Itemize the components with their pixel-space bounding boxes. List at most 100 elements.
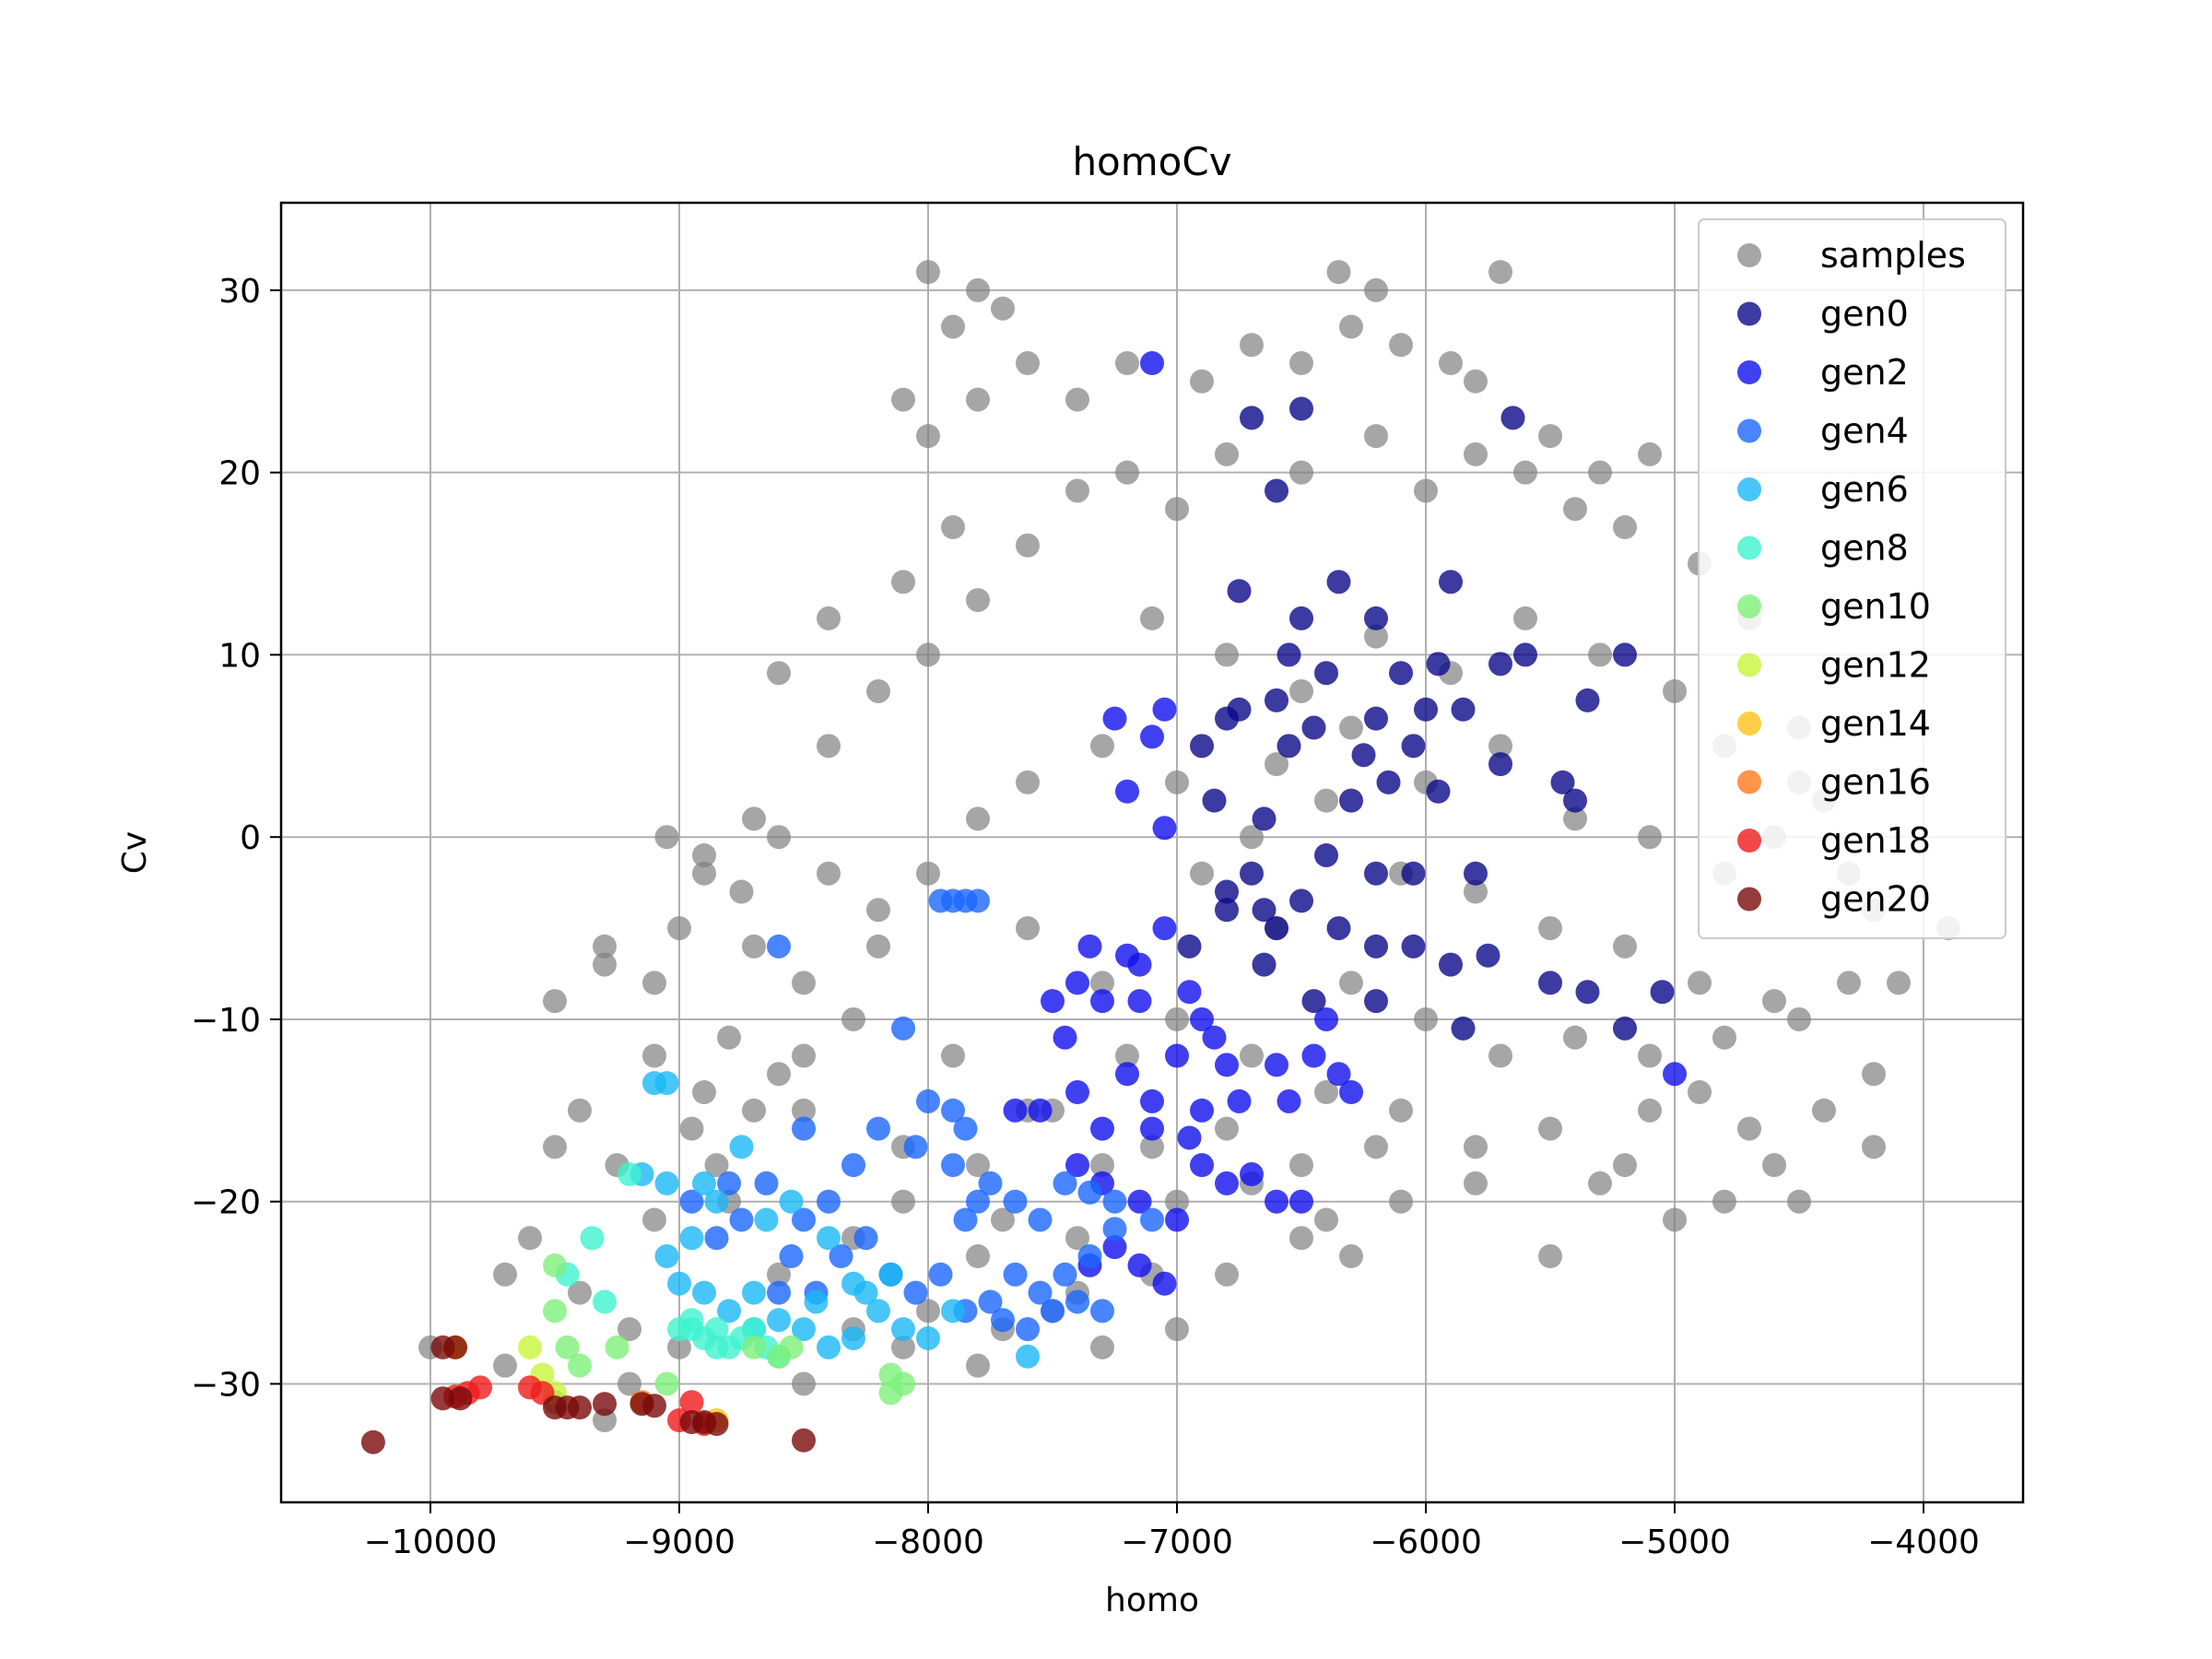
point-gen2 [1663,1062,1687,1087]
point-samples [692,842,716,867]
y-axis-title: Cv [116,831,154,874]
point-gen20 [568,1395,592,1420]
point-samples [1339,1244,1363,1269]
point-gen6 [654,1171,679,1195]
point-gen2 [1289,1189,1313,1214]
legend-marker-gen10 [1737,594,1761,618]
legend-label-samples: samples [1820,235,1966,276]
point-samples [767,1262,791,1287]
point-gen6 [1016,1344,1040,1369]
point-gen0 [1339,788,1363,813]
point-samples [1090,1335,1114,1359]
point-gen0 [1401,734,1426,759]
point-gen0 [1364,989,1388,1014]
point-gen4 [1140,1207,1164,1232]
point-gen0 [1240,406,1264,430]
point-samples [817,861,841,886]
point-samples [991,296,1015,321]
point-gen4 [1077,1180,1102,1205]
point-gen0 [1314,842,1338,867]
point-samples [742,934,766,959]
point-gen0 [1500,406,1525,430]
point-samples [1115,460,1139,485]
point-gen6 [667,1271,691,1296]
point-samples [1563,1025,1587,1050]
point-samples [1240,825,1264,850]
point-gen0 [1252,806,1277,831]
point-samples [1613,934,1637,959]
point-gen0 [1476,943,1500,968]
point-gen0 [1488,652,1512,677]
point-gen0 [1301,989,1326,1014]
point-gen0 [1252,898,1277,923]
point-gen4 [978,1289,1003,1314]
point-samples [1588,1171,1612,1195]
legend-marker-gen12 [1737,653,1761,677]
y-tick-label: −30 [191,1366,261,1404]
x-tick-label: −8000 [872,1524,984,1561]
legend-marker-gen8 [1737,535,1761,560]
point-gen20 [448,1386,473,1411]
point-samples [493,1262,517,1287]
legend-label-gen2: gen2 [1820,352,1909,393]
point-samples [1016,916,1040,941]
point-samples [767,825,791,850]
point-samples [792,971,816,995]
x-tick-label: −4000 [1867,1524,1980,1561]
point-gen2 [1277,1088,1301,1113]
x-tick-label: −10000 [364,1524,498,1561]
point-gen2 [1177,1125,1202,1150]
point-samples [1464,879,1488,904]
point-samples [1165,1006,1189,1031]
point-gen0 [1426,779,1451,804]
point-gen6 [878,1262,903,1287]
point-samples [679,1116,704,1141]
point-samples [1314,1080,1338,1105]
point-gen2 [1140,724,1164,749]
point-gen0 [1364,861,1388,886]
point-gen4 [792,1207,816,1232]
point-gen2 [1326,1062,1351,1087]
point-gen2 [1115,1062,1139,1087]
point-gen20 [430,1386,455,1411]
point-samples [1488,1043,1512,1068]
point-gen2 [1065,1153,1089,1178]
point-gen0 [1289,606,1313,630]
point-gen0 [1301,715,1326,740]
point-samples [1638,1098,1662,1123]
point-samples [1563,806,1587,831]
point-gen4 [966,888,990,913]
point-gen10 [654,1371,679,1396]
point-gen10 [555,1335,580,1359]
point-samples [593,952,617,977]
series-gen8 [555,1162,791,1369]
point-gen4 [903,1135,928,1159]
point-samples [891,1189,915,1214]
point-gen10 [568,1353,592,1378]
point-gen6 [654,1244,679,1269]
point-samples [916,642,940,667]
point-samples [1638,1043,1662,1068]
point-gen0 [1650,980,1675,1005]
point-gen0 [1401,861,1426,886]
series-gen0 [1177,396,1675,1041]
point-samples [1326,260,1351,285]
point-gen20 [642,1394,666,1418]
point-gen0 [1351,743,1376,768]
point-samples [1862,1135,1886,1159]
point-samples [841,1006,865,1031]
point-gen20 [443,1335,467,1359]
point-samples [1638,825,1662,850]
point-gen0 [1550,770,1575,794]
point-gen0 [1513,642,1537,667]
point-samples [866,934,890,959]
point-gen6 [717,1299,741,1324]
series-gen20 [360,1335,816,1454]
point-samples [966,806,990,831]
point-gen2 [1065,971,1089,995]
point-samples [1787,1006,1811,1031]
point-samples [642,1207,666,1232]
point-samples [966,387,990,412]
point-gen0 [1426,652,1451,677]
